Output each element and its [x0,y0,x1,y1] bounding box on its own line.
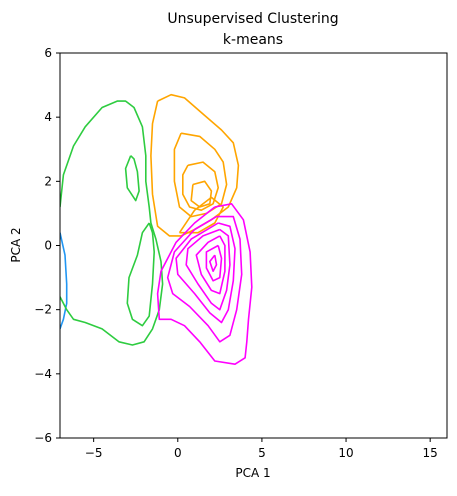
x-tick-label: 0 [174,446,182,460]
plot-frame [59,52,448,439]
series-3 [156,203,253,365]
contour-line [205,244,223,282]
contour-line [175,222,236,324]
y-tick-label: −2 [34,303,52,317]
contour-line [209,254,218,272]
contour-line [195,235,226,295]
contour-line [60,100,164,346]
y-tick-label: −6 [34,431,52,445]
contour-line [60,232,68,330]
x-axis-label: PCA 1 [235,466,270,480]
contour-line [185,228,231,311]
y-tick-label: 4 [44,110,52,124]
x-tick-label: 5 [258,446,266,460]
chart-subtitle: k-means [223,32,283,48]
contours-layer [60,93,253,365]
contour-line [150,93,240,237]
x-tick-label: −5 [85,446,103,460]
y-tick-label: 2 [44,174,52,188]
x-axis: −5 0 5 10 15 [85,438,438,460]
y-tick-label: 6 [44,46,52,60]
contour-line [126,222,155,327]
contour-line [182,161,219,211]
y-tick-label: 0 [44,239,52,253]
contour-line [156,203,253,365]
series-2 [150,93,240,237]
chart-title: Unsupervised Clustering [167,11,338,27]
series-1 [60,100,164,346]
y-axis-label: PCA 2 [9,227,23,262]
series-0 [60,232,68,330]
contour-line [178,196,224,234]
y-tick-label: −4 [34,367,52,381]
contour-line [166,215,243,343]
contour-line [190,180,213,208]
contour-line [124,155,140,202]
x-tick-label: 10 [338,446,353,460]
x-tick-label: 15 [423,446,438,460]
y-axis: −6 −4 −2 0 2 4 6 [34,46,60,445]
